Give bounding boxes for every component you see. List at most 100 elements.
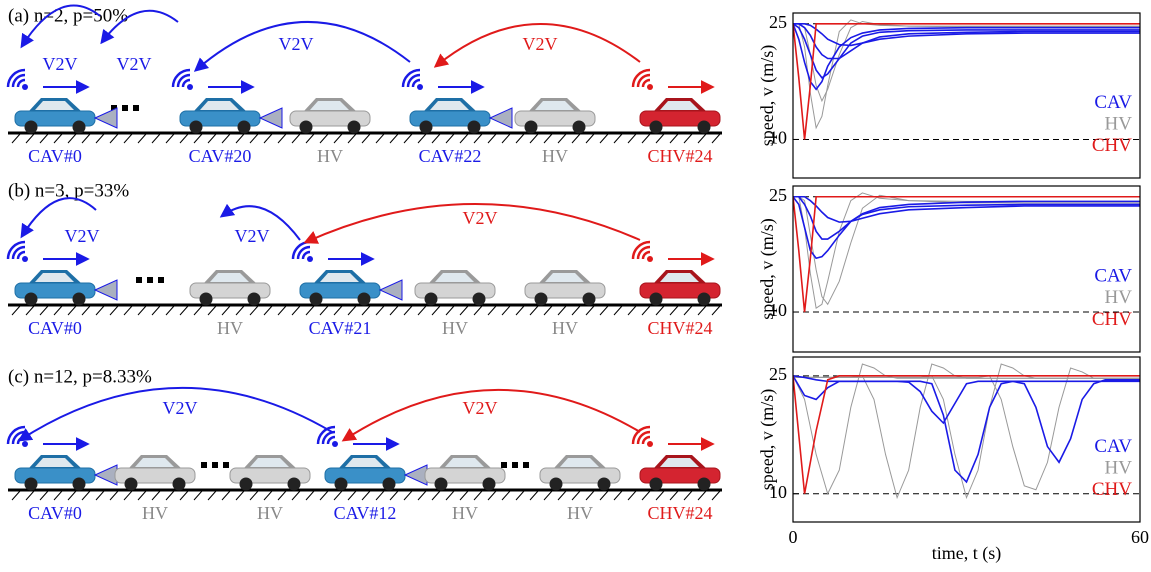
road-hatch [697,133,707,144]
car-wheel [424,292,438,306]
road-hatch [431,133,441,144]
sensor-cone [378,279,403,301]
road-hatch [641,490,651,501]
road-hatch [123,305,133,316]
car-wheel [649,477,663,491]
wifi-arc [406,73,421,88]
wifi-arc [296,245,311,260]
legend-label: CHV [1092,479,1132,500]
road-hatch [613,305,623,316]
vehicle [524,270,606,306]
road-hatch [249,305,259,316]
road-hatch [389,490,399,501]
road-hatch [529,490,539,501]
road-hatch [683,133,693,144]
vehicle [229,455,311,491]
road-hatch [249,490,259,501]
car-window [35,273,74,282]
v2v-link [303,203,641,244]
road-hatch [291,305,301,316]
car-window [210,273,249,282]
wifi-dot [647,84,653,90]
road-hatch [235,133,245,144]
panel-title: (b) n=3, p=33% [8,180,129,201]
vehicle-label: HV [442,318,468,338]
road-hatch [109,133,119,144]
vehicle [539,455,621,491]
road-hatch [67,305,77,316]
vehicle [179,98,283,134]
car-wheel [697,477,711,491]
road-hatch [291,133,301,144]
speed-line [793,192,1140,310]
road-hatch [305,490,315,501]
sensor-cone [488,107,513,129]
road-hatch [207,490,217,501]
wifi-dot [22,441,28,447]
road-hatch [11,490,21,501]
wifi-dot [647,256,653,262]
wifi-arc [631,68,651,88]
car-wheel [287,477,301,491]
ellipsis-dot [111,105,117,111]
speed-line [793,375,1140,494]
road-hatch [319,305,329,316]
y-axis-label: speed, v (m/s) [757,45,778,146]
speed-line [793,375,1140,425]
road-hatch [683,305,693,316]
road-hatch [319,490,329,501]
car-window [250,458,289,467]
road-hatch [585,490,595,501]
vehicle-label: CAV#0 [28,146,82,166]
road-hatch [585,305,595,316]
vehicle-label: CAV#0 [28,503,82,523]
road-hatch [445,305,455,316]
car-window [560,458,599,467]
road-hatch [333,305,343,316]
road-hatch [641,133,651,144]
wifi-dot [332,441,338,447]
road-hatch [375,305,385,316]
road-hatch [599,305,609,316]
v2v-link [20,4,101,49]
road-hatch [501,133,511,144]
wifi-arc [16,250,26,260]
vehicle [409,98,513,134]
road-hatch [473,305,483,316]
road-hatch [137,305,147,316]
car-wheel [199,292,213,306]
road-hatch [39,305,49,316]
road-hatch [403,305,413,316]
road-hatch [25,490,35,501]
road-hatch [53,133,63,144]
plot-frame [792,185,1141,353]
v2v-label: V2V [523,34,558,54]
legend-label: HV [1105,458,1133,479]
v2v-link [219,203,301,241]
wifi-arc [321,430,336,445]
vehicle [14,98,118,134]
sensor-cone [93,464,118,486]
road-hatch [109,490,119,501]
road-hatch [221,305,231,316]
legend-label: HV [1105,114,1133,135]
legend-label: CAV [1094,266,1132,287]
road-hatch [571,490,581,501]
ellipsis-dot [122,105,128,111]
road-hatch [151,133,161,144]
car-wheel [649,120,663,134]
road-hatch [487,133,497,144]
road-hatch [459,133,469,144]
road-hatch [571,133,581,144]
wifi-arc [6,68,26,88]
wifi-arc [411,78,421,88]
road-hatch [487,305,497,316]
car-wheel [582,292,596,306]
road-hatch [417,133,427,144]
vehicle-label: HV [452,503,478,523]
sensor-cone [403,464,428,486]
ellipsis-dot [201,462,207,468]
y-axis-label: speed, v (m/s) [757,218,778,319]
road-hatch [613,490,623,501]
